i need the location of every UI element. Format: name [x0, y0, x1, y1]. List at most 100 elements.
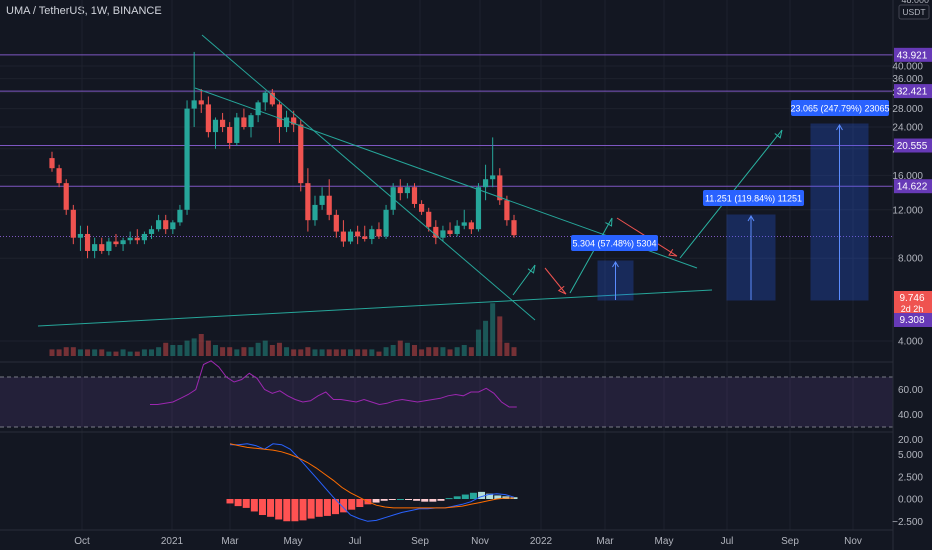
candle-body — [369, 229, 375, 239]
candle-body — [312, 204, 318, 221]
macd-histogram-bar — [421, 499, 429, 502]
macd-histogram-bar — [494, 495, 502, 499]
macd-histogram-bar — [226, 499, 234, 504]
macd-line — [230, 443, 515, 522]
candle-body — [205, 104, 211, 133]
volume-bar — [113, 351, 119, 356]
candle-body — [99, 244, 105, 251]
candle-body — [482, 179, 489, 188]
time-tick-12: Nov — [844, 536, 862, 547]
macd-histogram-bar — [486, 493, 494, 499]
macd-tick-0: 5.000 — [898, 450, 923, 461]
candle-body — [163, 220, 169, 230]
trendline-2[interactable] — [37, 289, 713, 327]
macd-histogram-bar — [291, 499, 299, 522]
macd-histogram-bar — [445, 498, 453, 500]
candle-body — [198, 100, 204, 105]
volume-bars — [49, 303, 517, 356]
candle-body — [411, 187, 418, 204]
candle-body — [63, 183, 69, 210]
volume-bar — [276, 342, 282, 356]
volume-bar — [362, 349, 368, 356]
currency-label: USDT — [902, 7, 925, 17]
measure-label-bg-2 — [791, 100, 889, 116]
price-tick-8: 8.000 — [898, 254, 923, 265]
volume-bar — [468, 347, 474, 356]
volume-bar — [184, 340, 190, 356]
volume-bar — [156, 347, 162, 356]
macd-histogram-bar — [356, 499, 364, 508]
volume-bar — [92, 349, 98, 356]
price-tick-6: 16.000 — [892, 171, 923, 182]
candle-body — [262, 92, 268, 103]
macd-histogram-bar — [283, 499, 291, 522]
time-tick-0: Oct — [74, 536, 90, 547]
level-badge-bg-3 — [894, 179, 932, 194]
volume-bar — [63, 347, 69, 356]
macd-histogram-bar — [267, 499, 275, 517]
candle-body — [440, 230, 446, 238]
macd-histogram-bar — [469, 492, 477, 499]
volume-bar — [404, 342, 410, 356]
candle-body — [468, 222, 474, 230]
volume-bar — [411, 345, 417, 356]
price-axis[interactable]: 48.000USDT40.00036.00032.00028.00024.000… — [892, 0, 932, 550]
candles — [49, 51, 517, 259]
macd-histogram-bar — [413, 499, 421, 501]
arrow-down-1[interactable] — [544, 267, 567, 295]
price-tick-9: 4.000 — [898, 337, 923, 348]
level-badge-3: 14.622 — [897, 182, 928, 193]
time-tick-2: Mar — [221, 536, 239, 547]
drawings[interactable]: 5.304 (57.48%) 5304 11.251 (119.84%) 1125… — [37, 34, 890, 327]
measure-label-1: 11.251 (119.84%) 11251 — [705, 194, 802, 204]
macd-histogram-bar — [258, 499, 266, 516]
volume-bar — [376, 351, 382, 356]
measure-label-bg-0 — [571, 235, 658, 251]
volume-bar — [440, 347, 446, 356]
macd-tick-3: −2.500 — [892, 517, 923, 528]
volume-bar — [312, 349, 318, 356]
measure-label-0: 5.304 (57.48%) 5304 — [572, 239, 656, 249]
candle-body — [113, 241, 119, 245]
time-axis[interactable]: Oct 2021 Mar May Jul Sep Nov 2022 Mar May Jul Sep No… — [0, 529, 893, 547]
time-tick-3: May — [284, 536, 303, 547]
trendline-0[interactable] — [201, 34, 536, 321]
volume-bar — [319, 349, 325, 356]
candle-body — [433, 226, 439, 238]
volume-bar — [291, 349, 297, 356]
horizontal-levels[interactable] — [0, 54, 893, 237]
volume-bar — [198, 334, 204, 356]
candle-body — [454, 225, 460, 234]
volume-bar — [70, 347, 76, 356]
candle-body — [347, 231, 354, 242]
candle-body — [447, 230, 453, 234]
arrow-up-1[interactable] — [512, 264, 536, 296]
volume-bar — [106, 351, 112, 356]
macd-histogram-bar — [380, 499, 388, 501]
time-tick-6: Nov — [471, 536, 489, 547]
macd-histogram-bar — [405, 499, 413, 500]
macd-histogram-bar — [340, 499, 348, 513]
time-tick-9: May — [655, 536, 674, 547]
candle-body — [269, 92, 275, 105]
candle-body — [511, 220, 517, 236]
macd-tick-2: 0.000 — [898, 495, 923, 506]
candle-body — [141, 233, 147, 241]
candle-body — [475, 187, 482, 230]
macd-histogram-bar — [348, 499, 356, 510]
measure-arrow-head-0 — [612, 261, 619, 268]
level-badge-2: 20.555 — [897, 141, 928, 152]
arrow-down-2-head — [668, 248, 678, 257]
currency-button[interactable] — [898, 4, 930, 20]
volume-bar — [77, 349, 83, 356]
candle-body — [305, 183, 311, 221]
price-tick-3: 28.000 — [892, 104, 923, 115]
volume-bar — [255, 342, 261, 356]
candle-body — [298, 124, 304, 184]
candle-body — [84, 233, 91, 251]
level-badge-bg-0 — [894, 47, 932, 62]
arrow-up-2[interactable] — [569, 217, 613, 294]
time-tick-7: 2022 — [530, 536, 553, 547]
rsi-tick-0: 60.00 — [898, 385, 923, 396]
